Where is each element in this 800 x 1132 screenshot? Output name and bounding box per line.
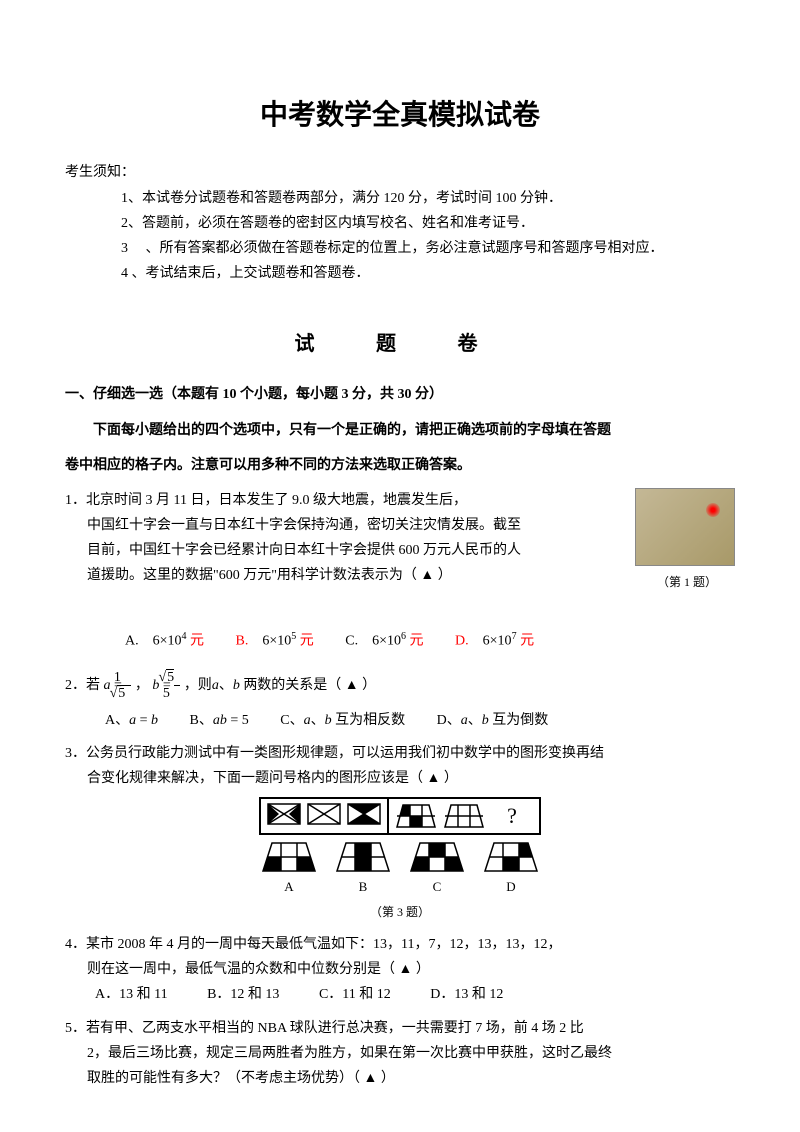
rect-pattern-icon [307,803,341,825]
q1-options: A. 6×104 元 B. 6×105 元 C. 6×106 元 D. 6×10… [65,628,735,654]
option-d: D [483,841,539,898]
section-1-header: 一、仔细选一选（本题有 10 个小题，每小题 3 分，共 30 分） [65,382,735,407]
option-d: D．13 和 12 [430,982,503,1007]
notice-block: 考生须知： 1、本试卷分试题卷和答题卷两部分，满分 120 分，考试时间 100… [65,160,735,286]
notice-item: 2、答题前，必须在答题卷的密封区内填写校名、姓名和准考证号． [121,211,735,236]
option-c: C. 6×106 元 [345,628,423,654]
q4-line: 4．某市 2008 年 4 月的一周中每天最低气温如下：13，11，7，12，1… [65,932,735,957]
q4-options: A．13 和 11 B．12 和 13 C．11 和 12 D．13 和 12 [65,982,735,1007]
notice-item: 1、本试卷分试题卷和答题卷两部分，满分 120 分，考试时间 100 分钟． [121,186,735,211]
question-4: 4．某市 2008 年 4 月的一周中每天最低气温如下：13，11，7，12，1… [65,932,735,1008]
q2-text: 2．若 a = 1√5 ， b = √55 ，则a、b 两数的关系是（ ▲ ） [65,670,735,702]
q5-line: 2，最后三场比赛，规定三局两胜者为胜方，如果在第一次比赛中甲获胜，这时乙最终 [65,1041,735,1066]
option-b: B. 6×105 元 [236,628,314,654]
instructions: 下面每小题给出的四个选项中，只有一个是正确的，请把正确选项前的字母填在答题 [65,418,735,443]
section-title: 试 题 卷 [65,326,735,362]
q4-line: 则在这一周中，最低气温的众数和中位数分别是（ ▲ ） [65,957,735,982]
q2-options: A、a = b B、ab = 5 C、a、b 互为相反数 D、a、b 互为倒数 [65,708,735,733]
question-2: 2．若 a = 1√5 ， b = √55 ，则a、b 两数的关系是（ ▲ ） … [65,670,735,733]
option-a: A、a = b [105,708,158,733]
rect-pattern-icon [347,803,381,825]
svg-text:?: ? [507,803,517,828]
option-b: B．12 和 13 [207,982,279,1007]
option-a: A [261,841,317,898]
figure-1-caption: （第 1 题） [657,572,717,594]
question-5: 5．若有甲、乙两支水平相当的 NBA 球队进行总决赛，一共需要打 7 场，前 4… [65,1016,735,1092]
q5-line: 取胜的可能性有多大？（不考虑主场优势）（ ▲ ） [65,1066,735,1091]
q3-figure-top: ? [65,797,735,835]
option-b: B、ab = 5 [190,708,249,733]
exam-title: 中考数学全真模拟试卷 [65,90,735,140]
option-b: B [335,841,391,898]
q3-line: 3．公务员行政能力测试中有一类图形规律题，可以运用我们初中数学中的图形变换再结 [65,741,735,766]
notice-label: 考生须知： [65,165,135,180]
option-d: D、a、b 互为倒数 [437,708,549,733]
option-a: A. 6×104 元 [125,628,204,654]
q5-line: 5．若有甲、乙两支水平相当的 NBA 球队进行总决赛，一共需要打 7 场，前 4… [65,1016,735,1041]
q1-line: 道援助。这里的数据"600 万元"用科学计数法表示为（ ▲ ） [65,563,735,588]
figure-3-caption: （第 3 题） [65,902,735,924]
rect-pattern-icon [267,803,301,825]
option-c: C、a、b 互为相反数 [280,708,405,733]
trapezoid-pattern-icon [395,803,437,829]
question-1: （第 1 题） 1．北京时间 3 月 11 日，日本发生了 9.0 级大地震，地… [65,488,735,598]
question-mark-icon: ? [491,803,533,829]
trapezoid-pattern-icon [443,803,485,829]
option-c: C．11 和 12 [319,982,391,1007]
notice-item: 4 、考试结束后，上交试题卷和答题卷． [121,261,735,286]
question-3: 3．公务员行政能力测试中有一类图形规律题，可以运用我们初中数学中的图形变换再结 … [65,741,735,924]
q3-answer-options: A B C D [65,841,735,898]
option-c: C [409,841,465,898]
option-d: D. 6×107 元 [455,628,534,654]
q3-line: 合变化规律来解决，下面一题问号格内的图形应该是（ ▲ ） [65,766,735,791]
instructions-cont: 卷中相应的格子内。注意可以用多种不同的方法来选取正确答案。 [65,453,735,478]
option-a: A．13 和 11 [95,982,168,1007]
earthquake-marker-icon [706,503,720,517]
notice-item: 3 、所有答案都必须做在答题卷标定的位置上，务必注意试题序号和答题序号相对应． [121,236,735,261]
japan-map-image [635,488,735,566]
